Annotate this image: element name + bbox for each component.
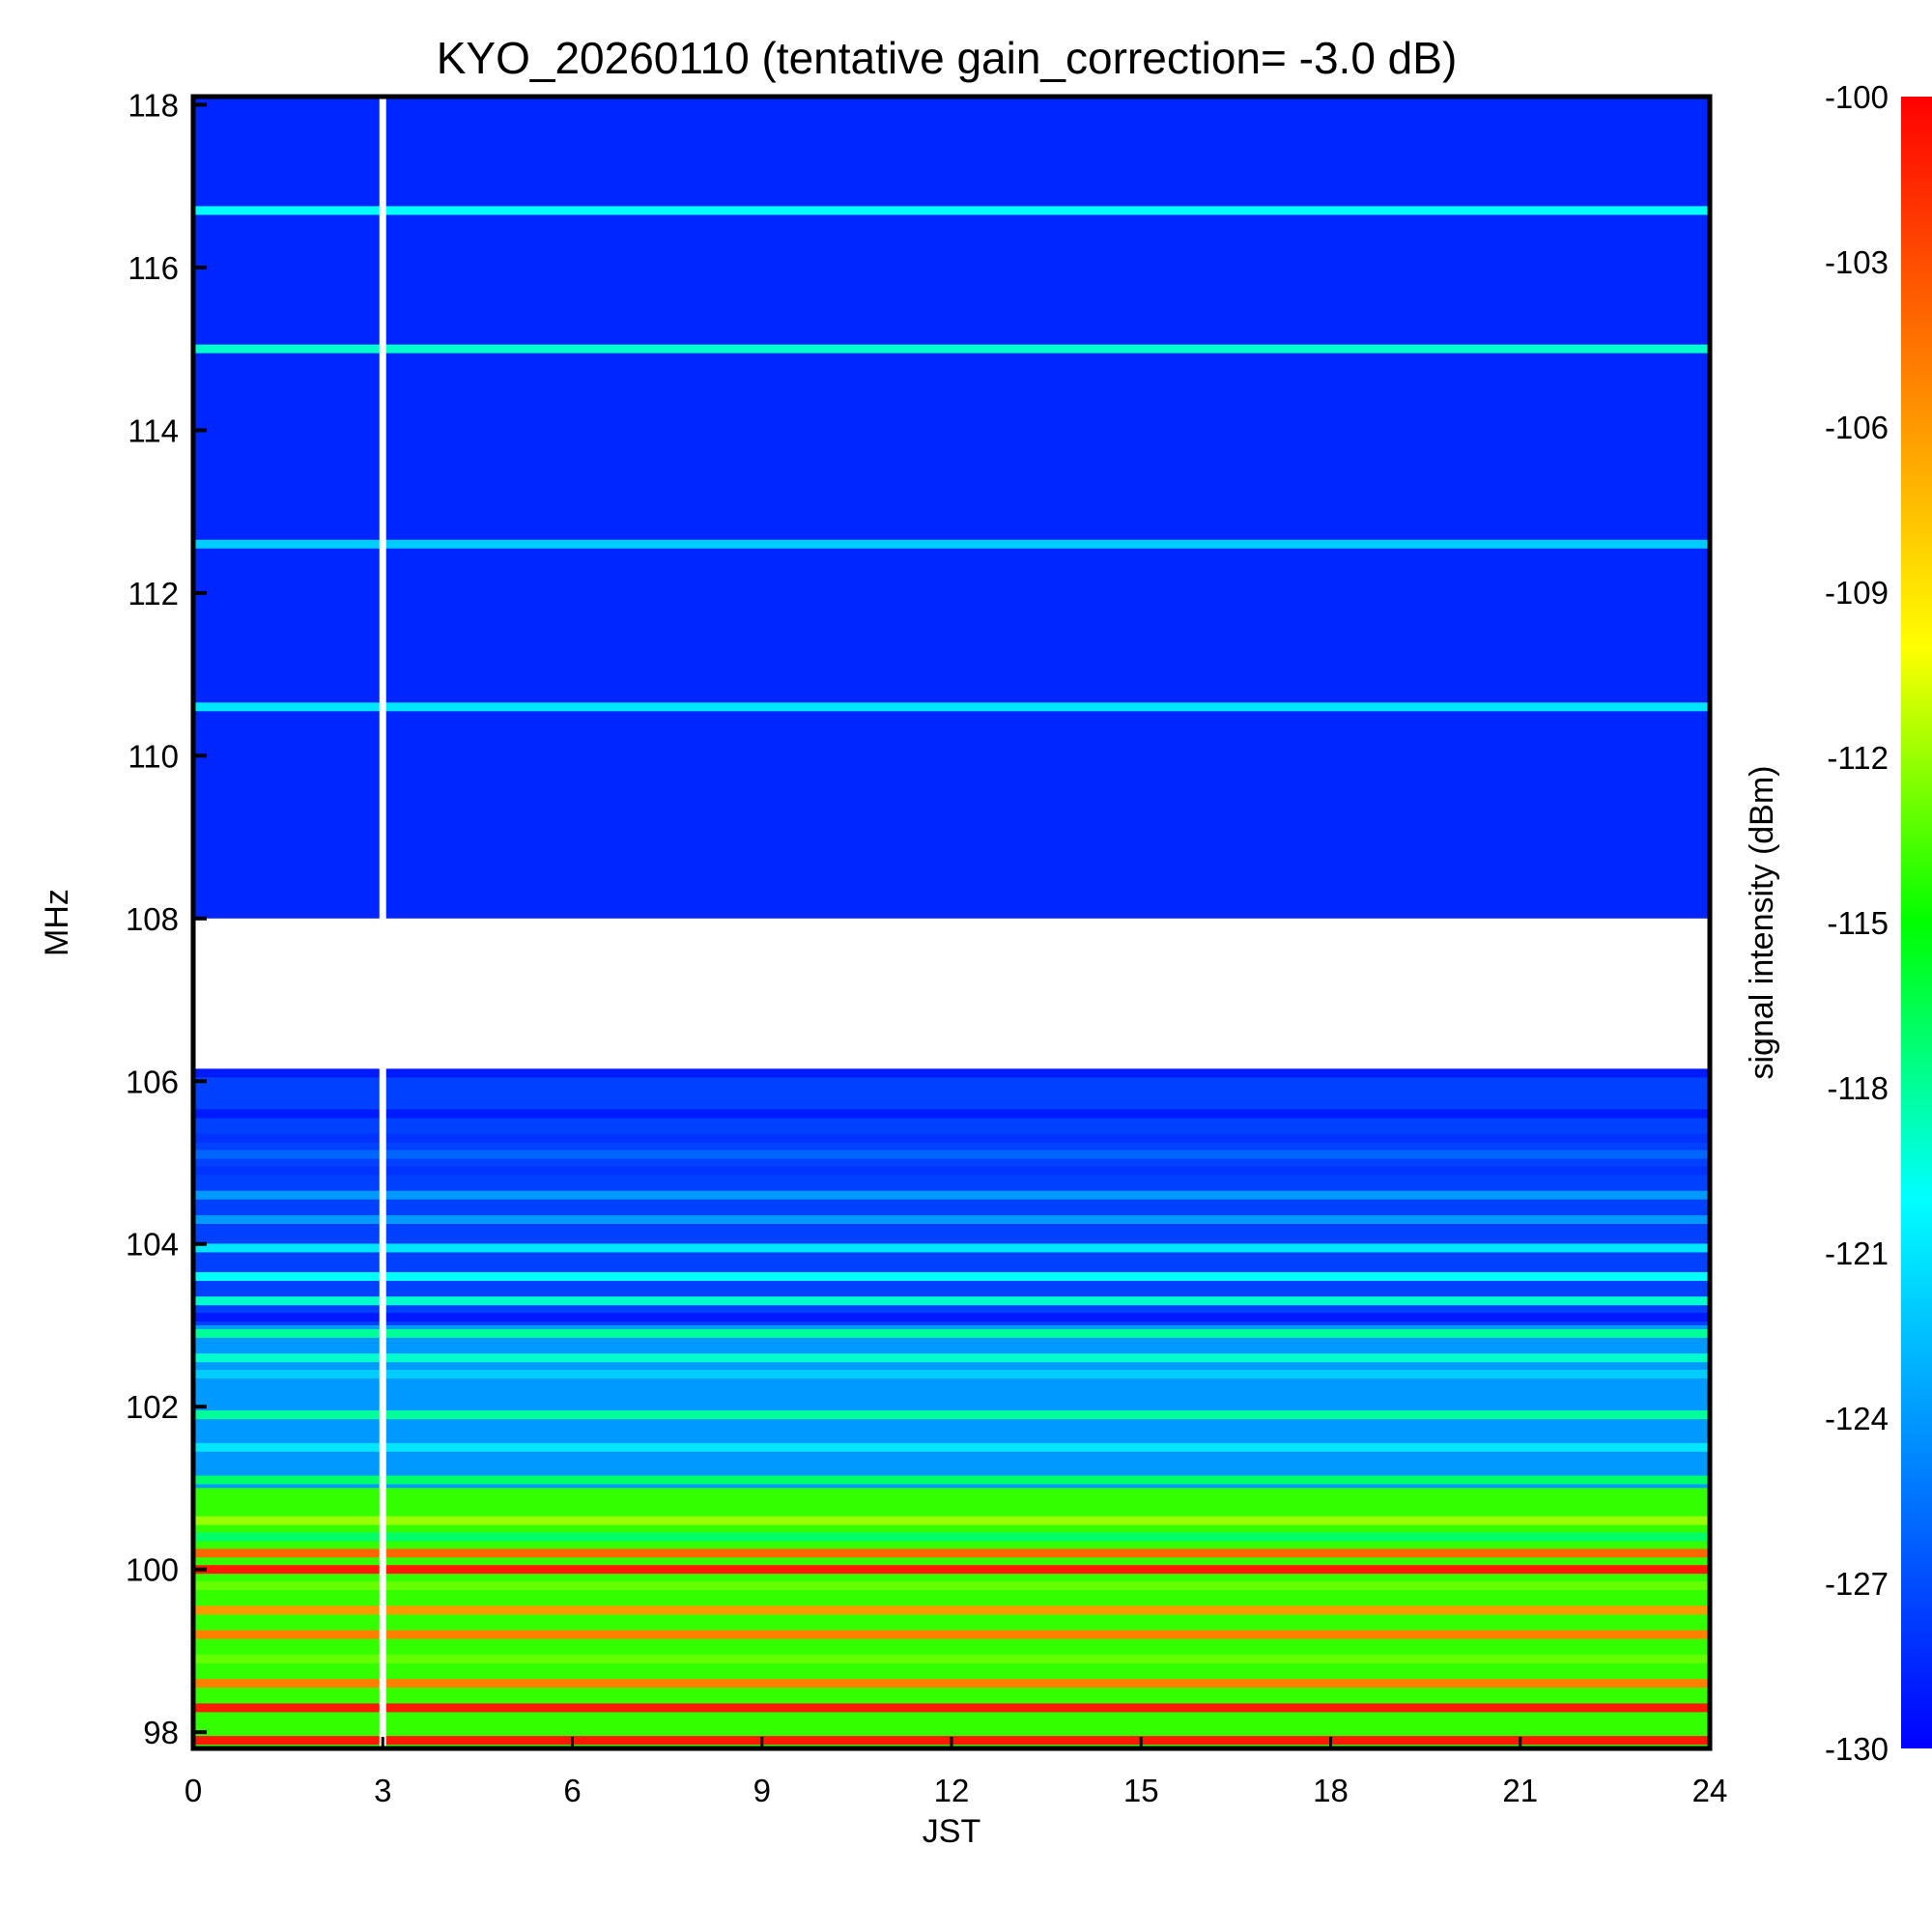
line-31 [193, 1703, 1710, 1713]
y-tick-label-9: 116 [128, 250, 179, 286]
line-24 [193, 1548, 1710, 1558]
line-14 [193, 1313, 1710, 1322]
y-tick-label-7: 112 [128, 576, 179, 611]
y-tick-label-6: 110 [128, 738, 179, 774]
y-tick-label-3: 104 [126, 1227, 179, 1263]
y-axis: 98 100 102 104 106 108 110 112 114 116 118 MHz [39, 87, 207, 1750]
y-tick-label-10: 118 [128, 87, 179, 123]
band-0 [193, 97, 1710, 919]
data-gap-column [379, 97, 386, 1748]
colorbar-tick-5: -115 [1827, 905, 1889, 941]
colorbar-tick-1: -103 [1825, 244, 1889, 280]
line-22 [193, 1516, 1710, 1525]
line-20 [193, 1475, 1710, 1485]
colorbar-tick-2: -106 [1825, 410, 1889, 445]
y-tick-label-4: 106 [126, 1064, 179, 1099]
colorbar-tick-4: -112 [1827, 740, 1889, 776]
line-30 [193, 1679, 1710, 1689]
y-axis-label: MHz [39, 889, 75, 956]
line-5 [193, 1109, 1710, 1119]
colorbar-tick-8: -124 [1825, 1401, 1889, 1436]
x-tick-labels: 0 3 6 9 12 15 18 21 24 [185, 1737, 1728, 1808]
line-16 [193, 1353, 1710, 1363]
line-2 [193, 539, 1710, 549]
x-tick-label-0: 0 [185, 1773, 202, 1808]
line-12 [193, 1271, 1710, 1281]
line-23 [193, 1532, 1710, 1542]
line-8 [193, 1166, 1710, 1176]
x-tick-label-7: 21 [1502, 1773, 1538, 1808]
line-0 [193, 206, 1710, 215]
line-6 [193, 1133, 1710, 1143]
colorbar-tick-3: -109 [1825, 575, 1889, 611]
x-tick-label-2: 6 [563, 1773, 581, 1808]
line-29 [193, 1654, 1710, 1663]
colorbar-label: signal intensity (dBm) [1744, 765, 1780, 1079]
x-tick-label-1: 3 [374, 1773, 391, 1808]
x-tick-label-6: 18 [1313, 1773, 1349, 1808]
line-1 [193, 344, 1710, 354]
band-3 [193, 1324, 1710, 1489]
line-18 [193, 1410, 1710, 1420]
colorbar-tick-labels: -100 -103 -106 -109 -112 -115 -118 -121 -124 -127… [1825, 79, 1889, 1767]
chart-title: KYO_20260110 (tentative gain_correction=… [437, 33, 1458, 83]
line-28 [193, 1630, 1710, 1639]
x-axis-label: JST [923, 1813, 980, 1850]
line-17 [193, 1370, 1710, 1379]
y-tick-labels: 98 100 102 104 106 108 110 112 114 116 118 [126, 87, 207, 1750]
line-15 [193, 1328, 1710, 1338]
colorbar-tick-0: -100 [1825, 79, 1889, 115]
colorbar-tick-9: -127 [1825, 1566, 1889, 1602]
line-25 [193, 1565, 1710, 1575]
y-tick-label-2: 102 [126, 1389, 179, 1425]
line-21 [193, 1492, 1710, 1501]
line-9 [193, 1190, 1710, 1200]
line-27 [193, 1605, 1710, 1615]
line-26 [193, 1581, 1710, 1591]
line-11 [193, 1243, 1710, 1253]
x-tick-label-8: 24 [1692, 1773, 1728, 1808]
frequency-lines [193, 206, 1710, 1746]
x-tick-label-5: 15 [1123, 1773, 1159, 1808]
line-7 [193, 1150, 1710, 1159]
line-4 [193, 1068, 1710, 1078]
colorbar-tick-6: -118 [1827, 1070, 1889, 1106]
y-tick-label-8: 114 [128, 412, 179, 448]
plot-area [190, 94, 1713, 1751]
colorbar-tick-7: -121 [1825, 1236, 1889, 1271]
x-axis: 0 3 6 9 12 15 18 21 24 JST [185, 1737, 1728, 1850]
colorbar: -100 -103 -106 -109 -112 -115 -118 -121 -124 -127… [1744, 79, 1932, 1767]
y-tick-label-1: 100 [126, 1552, 179, 1588]
y-tick-label-0: 98 [143, 1715, 179, 1750]
colorbar-gradient [1901, 97, 1932, 1748]
y-tick-label-5: 108 [126, 901, 179, 937]
x-tick-label-3: 9 [753, 1773, 771, 1808]
line-10 [193, 1214, 1710, 1224]
line-3 [193, 702, 1710, 712]
line-13 [193, 1296, 1710, 1306]
x-tick-label-4: 12 [934, 1773, 970, 1808]
line-19 [193, 1442, 1710, 1452]
colorbar-tick-10: -130 [1825, 1731, 1889, 1767]
